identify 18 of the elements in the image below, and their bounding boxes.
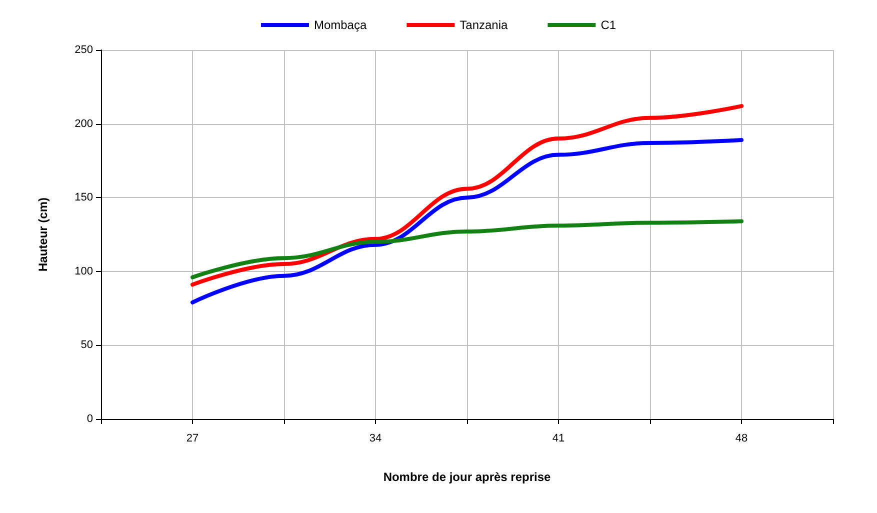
- legend-label: C1: [600, 18, 616, 32]
- y-tick-label: 100: [74, 265, 93, 278]
- x-tick-label: 27: [186, 432, 199, 444]
- y-axis-title: Hauteur (cm): [36, 197, 50, 272]
- legend-label: Tanzania: [460, 18, 508, 32]
- y-tick-label: 0: [86, 413, 93, 425]
- x-axis-title: Nombre de jour après reprise: [383, 470, 552, 484]
- line-series: [190, 104, 744, 287]
- y-tick-label: 150: [74, 192, 93, 204]
- line-series: [190, 219, 744, 280]
- x-tick-label: 41: [552, 432, 565, 444]
- legend-label: Mombaça: [314, 18, 367, 32]
- line-series: [190, 138, 744, 304]
- y-tick-label: 250: [74, 44, 93, 56]
- x-tick-label: 34: [369, 432, 382, 444]
- y-tick-label: 200: [74, 118, 93, 130]
- y-tick-label: 50: [80, 339, 93, 352]
- x-tick-label: 48: [735, 432, 748, 444]
